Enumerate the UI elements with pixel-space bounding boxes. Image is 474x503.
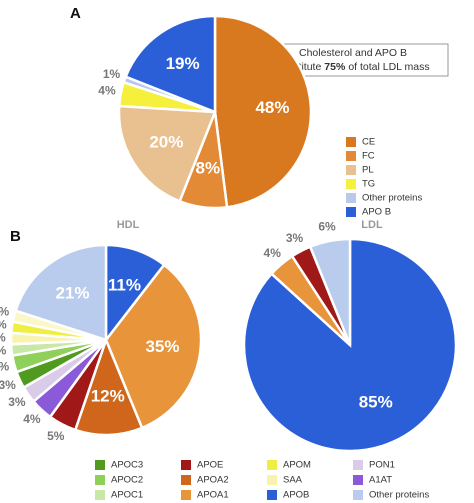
value-label: 4% <box>264 246 282 260</box>
legend-label: APOC3 <box>111 460 143 471</box>
legend-swatch <box>353 460 363 470</box>
pie-slice <box>14 243 108 342</box>
value-label: 11% <box>108 276 141 295</box>
legend-swatch <box>353 490 363 500</box>
legend-label: APO B <box>362 207 391 218</box>
legend-swatch <box>346 179 356 189</box>
value-label: 6% <box>318 219 336 233</box>
value-label: 3% <box>0 360 10 374</box>
legend-label: PON1 <box>369 460 395 471</box>
legend-swatch <box>95 490 105 500</box>
legend-swatch <box>181 460 191 470</box>
value-label: 21% <box>55 283 89 302</box>
pie-slice <box>117 104 217 203</box>
pie-slice <box>308 237 352 346</box>
legend-label: Other proteins <box>362 193 422 204</box>
legend-label: SAA <box>283 475 303 486</box>
value-label: 35% <box>145 337 179 356</box>
value-label: 3% <box>0 378 16 392</box>
legend-label: Other proteins <box>369 490 429 501</box>
value-label: 2% <box>0 318 7 332</box>
value-label: 2% <box>0 344 7 358</box>
annotation-text: of total LDL mass <box>348 61 429 73</box>
value-label: 3% <box>8 395 26 409</box>
legend-label: APOB <box>283 490 309 501</box>
legend-swatch <box>95 460 105 470</box>
legend-label: CE <box>362 137 375 148</box>
value-label: 4% <box>23 412 41 426</box>
annotation: Cholesterol and APO B <box>299 47 407 59</box>
value-label: 12% <box>91 386 125 405</box>
legend-swatch <box>346 137 356 147</box>
legend-label: A1AT <box>369 475 392 486</box>
value-label: 20% <box>149 132 183 151</box>
legend-label: APOM <box>283 460 311 471</box>
legend-swatch <box>346 193 356 203</box>
value-label: 4% <box>98 84 116 98</box>
legend-label: APOA1 <box>197 490 229 501</box>
value-label: 2% <box>0 305 10 319</box>
chart-title: LDL <box>361 219 383 231</box>
value-label: 2% <box>0 331 6 345</box>
legend-swatch <box>346 151 356 161</box>
legend-swatch <box>181 475 191 485</box>
legend-swatch <box>346 207 356 217</box>
legend-swatch <box>267 460 277 470</box>
annotation-bold: 75% <box>324 61 346 73</box>
legend-swatch <box>353 475 363 485</box>
legend-label: APOE <box>197 460 223 471</box>
legend-label: FC <box>362 151 375 162</box>
value-label: 8% <box>195 159 220 178</box>
legend-swatch <box>267 475 277 485</box>
legend-swatch <box>181 490 191 500</box>
legend-label: APOA2 <box>197 475 229 486</box>
value-label: 19% <box>166 54 200 73</box>
legend-label: PL <box>362 165 374 176</box>
value-label: 3% <box>286 231 304 245</box>
chart-title: HDL <box>117 219 140 231</box>
pie-slice <box>104 263 203 430</box>
pie-slice <box>213 14 313 209</box>
legend-swatch <box>346 165 356 175</box>
value-label: 5% <box>47 429 65 443</box>
value-label: 85% <box>359 393 393 412</box>
legend-label: TG <box>362 179 375 190</box>
pie-slice <box>124 14 217 114</box>
legend-label: APOC2 <box>111 475 143 486</box>
pie-slice <box>73 336 144 437</box>
legend-swatch <box>95 475 105 485</box>
value-label: 48% <box>255 98 289 117</box>
legend-swatch <box>267 490 277 500</box>
legend-label: APOC1 <box>111 490 143 501</box>
value-label: 1% <box>103 67 121 81</box>
panel-label: A <box>70 5 81 22</box>
panel-label: B <box>10 228 21 245</box>
